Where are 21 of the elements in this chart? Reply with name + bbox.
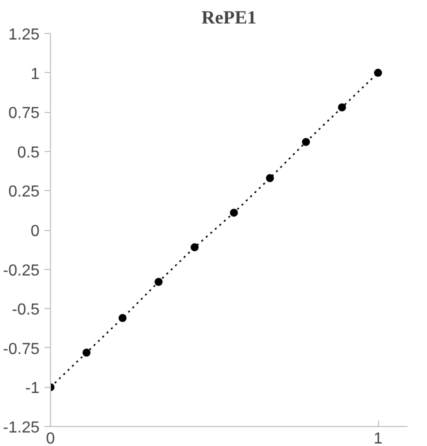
y-tick-label: -0.75 (3, 340, 40, 358)
y-tick-label: -1 (25, 380, 40, 398)
y-tick-label: 0.25 (8, 184, 40, 201)
point (266, 174, 274, 182)
point (338, 103, 346, 112)
y-tick-label: -0.25 (3, 262, 40, 280)
point (230, 208, 238, 217)
point (302, 138, 310, 146)
y-tick-label: 0.75 (8, 105, 40, 122)
y-tick-label: 1.25 (8, 26, 40, 44)
y-tick-label: -0.5 (12, 302, 40, 319)
point (374, 68, 382, 77)
point (154, 278, 163, 286)
y-tick-label: 1 (30, 66, 40, 83)
y-tick-label: 0 (30, 223, 40, 240)
point (118, 314, 127, 322)
point (82, 348, 91, 357)
point (190, 243, 199, 252)
y-tick-label: 0.5 (17, 144, 40, 162)
y-tick-label: -1.25 (3, 420, 40, 436)
chart-title: RePE1 (202, 8, 256, 28)
